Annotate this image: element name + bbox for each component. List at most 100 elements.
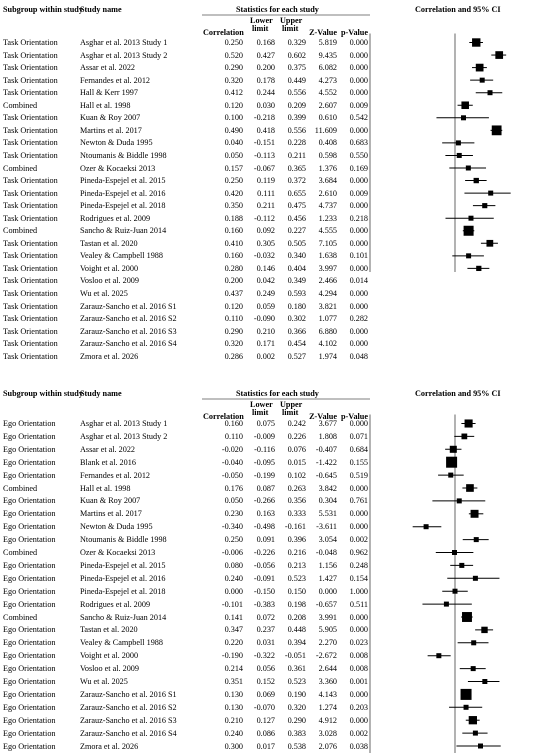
table-row: Ego Orientation Zmora et al. 2026 0.300 0.0… [0, 740, 370, 753]
effect-size-marker [465, 165, 471, 171]
subgroup-cell: Ego Orientation [3, 638, 56, 648]
z-value-cell: 1.156 [318, 560, 337, 570]
correlation-cell: 0.412 [224, 88, 243, 98]
z-value-cell: 4.555 [318, 226, 337, 236]
table-row: Combined Ozer & Kocaeksi 2013 0.157 -0.067 0… [0, 162, 370, 175]
z-value-cell: -0.645 [315, 470, 337, 480]
lower-limit-cell: 0.002 [256, 351, 275, 361]
lower-limit-cell: -0.498 [253, 522, 275, 532]
subgroup-cell: Task Orientation [3, 276, 58, 286]
study-name-cell: Pineda-Espejel et al. 2015 [80, 176, 166, 186]
upper-limit-cell: 0.372 [287, 176, 306, 186]
correlation-cell: 0.230 [224, 509, 243, 519]
z-value-cell: 4.552 [318, 88, 337, 98]
lower-limit-cell: 0.069 [256, 689, 275, 699]
z-value-cell: 3.842 [318, 483, 337, 493]
subgroup-cell: Ego Orientation [3, 509, 56, 519]
upper-limit-cell: 0.396 [287, 535, 306, 545]
study-name-cell: Pineda-Espejel et al. 2016 [80, 573, 166, 583]
table-row: Task Orientation Zarauz-Sancho et al. 201… [0, 325, 370, 338]
study-name-cell: Tastan et al. 2020 [80, 238, 138, 248]
correlation-cell: 0.410 [224, 238, 243, 248]
p-value-cell: 0.000 [349, 50, 368, 60]
upper-limit-cell: 0.366 [287, 326, 306, 336]
correlation-cell: 0.300 [224, 741, 243, 751]
subgroup-cell: Task Orientation [3, 113, 58, 123]
upper-limit-cell: 0.102 [287, 470, 306, 480]
subgroup-cell: Ego Orientation [3, 470, 56, 480]
study-name-cell: Zarauz-Sancho et al. 2016 S3 [80, 326, 177, 336]
correlation-cell: 0.160 [224, 419, 243, 428]
table-row: Task Orientation Rodrigues et al. 2009 0.1… [0, 212, 370, 225]
p-value-cell: 0.000 [349, 339, 368, 349]
effect-size-marker [455, 140, 461, 146]
subgroup-cell: Task Orientation [3, 251, 58, 261]
table-row: Ego Orientation Pineda-Espejel et al. 201… [0, 572, 370, 585]
study-name-cell: Blank et al. 2016 [80, 457, 136, 467]
upper-limit-cell: 0.329 [287, 38, 306, 47]
table-row: Task Orientation Vosloo et al. 2009 0.200 0… [0, 274, 370, 287]
upper-limit-cell: 0.242 [287, 419, 306, 428]
effect-size-marker [466, 484, 474, 492]
lower-limit-header: limit [252, 408, 269, 417]
correlation-cell: 0.080 [224, 560, 243, 570]
z-value-cell: -3.611 [316, 522, 337, 532]
lower-limit-cell: 0.075 [256, 419, 275, 428]
upper-limit-cell: 0.228 [287, 138, 306, 148]
subgroup-cell: Combined [3, 612, 38, 622]
lower-limit-cell: 0.056 [256, 664, 275, 674]
subgroup-cell: Ego Orientation [3, 689, 56, 699]
table-row: Ego Orientation Martins et al. 2017 0.230 0… [0, 507, 370, 520]
p-value-cell: 0.001 [349, 677, 368, 686]
table-row: Task Orientation Zmora et al. 2026 0.286 0.… [0, 350, 370, 363]
subgroup-cell: Task Orientation [3, 150, 58, 160]
study-name-cell: Sancho & Ruiz-Juan 2014 [80, 612, 167, 622]
correlation-cell: 0.320 [224, 339, 243, 349]
p-value-cell: 0.511 [349, 599, 368, 609]
effect-size-marker [475, 63, 484, 72]
upper-limit-cell: 0.226 [287, 431, 306, 441]
p-value-cell: 0.000 [349, 301, 368, 311]
z-value-cell: 9.435 [318, 50, 337, 60]
lower-limit-cell: -0.032 [253, 251, 275, 261]
subgroup-cell: Task Orientation [3, 301, 58, 311]
lower-limit-header: limit [252, 24, 269, 33]
z-value-cell: 2.076 [318, 741, 337, 751]
z-value-cell: 7.105 [318, 238, 337, 248]
correlation-cell: 0.250 [224, 38, 243, 47]
correlation-cell: 0.210 [224, 715, 243, 725]
table-row: Ego Orientation Fernandes et al. 2012 -0.0… [0, 469, 370, 482]
study-name-cell: Assar et al. 2022 [80, 444, 136, 454]
p-value-cell: 0.684 [349, 444, 368, 454]
correlation-header: Correlation [203, 28, 244, 37]
correlation-cell: 0.490 [224, 125, 243, 135]
upper-limit-cell: 0.448 [287, 625, 306, 635]
table-row: Ego Orientation Rodrigues et al. 2009 -0.1… [0, 598, 370, 611]
subgroup-cell: Task Orientation [3, 138, 58, 148]
table-row: Combined Hall et al. 1998 0.120 0.030 0.209 2… [0, 99, 370, 112]
correlation-cell: 0.050 [224, 150, 243, 160]
table-row: Task Orientation Asghar et al. 2013 Study… [0, 36, 370, 49]
p-value-cell: 0.023 [349, 638, 368, 648]
lower-limit-cell: -0.226 [253, 548, 275, 557]
correlation-cell: 0.160 [224, 251, 243, 261]
p-value-cell: 0.000 [349, 625, 368, 635]
correlation-cell: -0.050 [221, 470, 243, 480]
z-value-cell: 0.598 [318, 150, 337, 160]
upper-limit-cell: 0.015 [287, 457, 306, 467]
p-value-cell: 0.000 [349, 522, 368, 532]
subgroup-cell: Combined [3, 163, 38, 173]
z-value-cell: 4.294 [318, 289, 337, 298]
lower-limit-cell: -0.266 [253, 496, 275, 506]
z-value-cell: -2.672 [315, 651, 337, 661]
table-row: Ego Orientation Assar et al. 2022 -0.020 -0… [0, 443, 370, 456]
subgroup-cell: Task Orientation [3, 201, 58, 211]
lower-limit-cell: 0.249 [256, 289, 275, 298]
study-name-cell: Vealey & Campbell 1988 [80, 251, 163, 261]
effect-size-marker [443, 601, 449, 607]
effect-size-marker [468, 716, 477, 725]
effect-size-marker [451, 550, 457, 555]
table-row: Ego Orientation Voight et al. 2000 -0.190-… [0, 649, 370, 662]
p-value-cell: 0.009 [349, 188, 368, 198]
lower-limit-cell: -0.067 [253, 163, 275, 173]
